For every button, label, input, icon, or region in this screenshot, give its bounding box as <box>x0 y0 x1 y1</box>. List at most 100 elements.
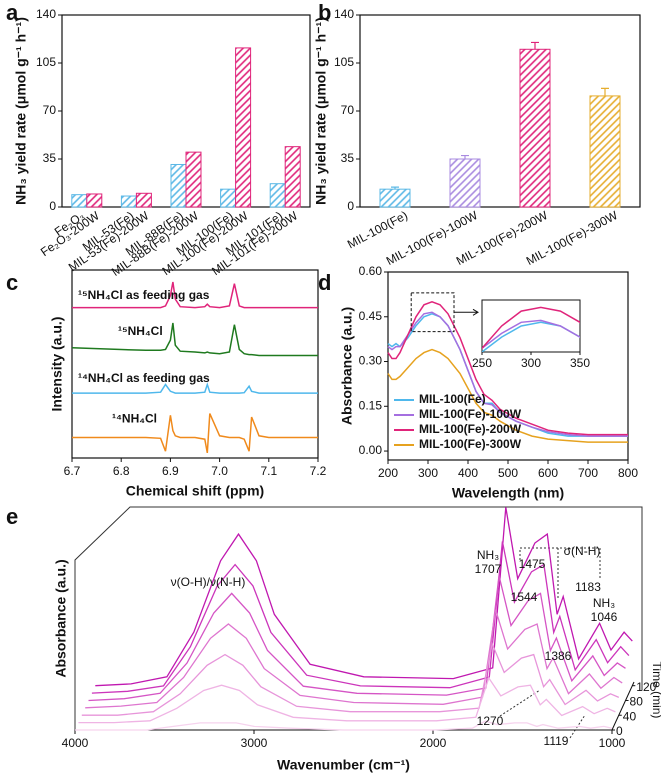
bar <box>589 95 621 208</box>
y-tick-label: 0.15 <box>359 398 383 412</box>
annotation: NH₃ <box>593 596 615 610</box>
y-tick-label: 35 <box>341 151 355 165</box>
time-tick-label: 40 <box>623 709 637 723</box>
series-line <box>387 311 628 437</box>
x-axis-label: Wavelength (nm) <box>452 485 564 501</box>
series-label: ¹⁴NH₄Cl as feeding gas <box>78 371 210 385</box>
y-tick-label: 70 <box>43 103 57 117</box>
x-tick-label: 7.1 <box>260 464 277 478</box>
series-line <box>387 348 628 443</box>
x-tick-label: MIL-100(Fe) <box>345 208 410 251</box>
spectrum <box>91 541 630 694</box>
zoom-arrow <box>454 308 479 316</box>
annotation: 1270 <box>477 714 504 728</box>
spectrum <box>78 676 616 724</box>
x-tick-label: 3000 <box>241 736 268 750</box>
time-tick-label: 80 <box>630 695 644 709</box>
x-tick-label: 700 <box>578 466 598 480</box>
annotation: ν(O-H)/ν(N-H) <box>171 575 246 589</box>
bar <box>449 158 481 208</box>
y-tick-label: 0.30 <box>359 354 383 368</box>
legend-label: MIL-100(Fe)-300W <box>419 437 522 451</box>
frame-3d <box>74 506 643 730</box>
spectrum <box>88 575 626 702</box>
x-tick-label: 600 <box>538 466 558 480</box>
bar <box>170 163 187 208</box>
bar <box>135 192 152 208</box>
legend-label: MIL-100(Fe)-200W <box>419 422 522 436</box>
legend-label: MIL-100(Fe) <box>419 392 486 406</box>
annotation: 1119 <box>544 734 569 748</box>
spectrum <box>95 507 633 687</box>
y-tick-label: 70 <box>341 103 355 117</box>
error-bar <box>391 186 399 190</box>
annotation: 1707 <box>475 562 502 576</box>
y-axis-label: Absorbance (a.u.) <box>53 559 69 677</box>
series-label: ¹⁵NH₄Cl <box>118 324 163 338</box>
x-tick-label: 7.0 <box>211 464 228 478</box>
legend-label: MIL-100(Fe)-100W <box>419 407 522 421</box>
x-axis-label: Chemical shift (ppm) <box>126 483 264 499</box>
annotation: 1544 <box>511 590 538 604</box>
bar <box>519 48 551 208</box>
series-label: ¹⁵NH₄Cl as feeding gas <box>78 288 210 302</box>
inset-tick-label: 350 <box>570 356 590 370</box>
x-tick-label: 500 <box>498 466 518 480</box>
plot-frame <box>71 269 319 459</box>
x-tick-label: 7.2 <box>310 464 327 478</box>
bracket <box>519 547 601 580</box>
x-tick-label: 4000 <box>62 736 89 750</box>
x-axis-label: Wavenumber (cm⁻¹) <box>277 757 410 773</box>
series-line <box>71 322 318 357</box>
bar <box>120 195 137 208</box>
series-line <box>387 300 628 436</box>
x-tick-label: 300 <box>418 466 438 480</box>
bar <box>379 188 411 208</box>
y-tick-label: 105 <box>334 55 354 69</box>
y-axis-label: Absorbance (a.u.) <box>339 307 355 425</box>
annotation: 1183 <box>575 580 601 594</box>
y-tick-label: 0 <box>347 199 354 213</box>
x-tick-label: 6.9 <box>162 464 179 478</box>
x-tick-label: 1000 <box>599 736 626 750</box>
panel-letter: b <box>318 0 331 25</box>
bar <box>71 194 88 208</box>
spectrum <box>81 641 620 716</box>
series-line <box>72 382 318 394</box>
inset-tick-label: 300 <box>521 356 541 370</box>
y-tick-label: 0.45 <box>359 309 383 323</box>
inset-tick-label: 250 <box>472 356 492 370</box>
y-tick-label: 0 <box>49 199 56 213</box>
bar <box>284 146 301 208</box>
y-tick-label: 105 <box>36 55 56 69</box>
x-tick-label: 6.8 <box>113 464 130 478</box>
x-tick-label: 200 <box>378 466 398 480</box>
time-tick-label: 0 <box>616 724 623 738</box>
x-tick-label: 400 <box>458 466 478 480</box>
series-label: ¹⁴NH₄Cl <box>112 412 157 426</box>
annotation: 1046 <box>591 610 618 624</box>
inset-frame <box>481 299 581 353</box>
bar <box>220 188 237 208</box>
bar <box>269 183 286 208</box>
y-tick-label: 0.60 <box>359 264 383 278</box>
panel-letter: c <box>6 270 18 295</box>
y-axis-label: Intensity (a.u.) <box>49 317 65 412</box>
x-tick-label: 6.7 <box>64 464 81 478</box>
annotation: 1386 <box>545 649 572 663</box>
y-tick-label: 35 <box>43 151 57 165</box>
annotation: 1475 <box>519 557 546 571</box>
panel-letter: a <box>6 0 19 25</box>
time-axis <box>611 681 635 731</box>
y-axis-label: NH₃ yield rate (μmol g⁻¹ h⁻¹) <box>13 17 29 205</box>
annotation: σ(N-H) <box>564 544 601 558</box>
error-bar <box>531 41 539 50</box>
panel-letter: d <box>318 270 331 295</box>
y-tick-label: 0.00 <box>359 443 383 457</box>
annotation: NH₃ <box>477 548 499 562</box>
error-bar <box>461 154 469 159</box>
time-axis-label: Time (min) <box>650 662 661 719</box>
panel-letter: e <box>6 504 18 529</box>
